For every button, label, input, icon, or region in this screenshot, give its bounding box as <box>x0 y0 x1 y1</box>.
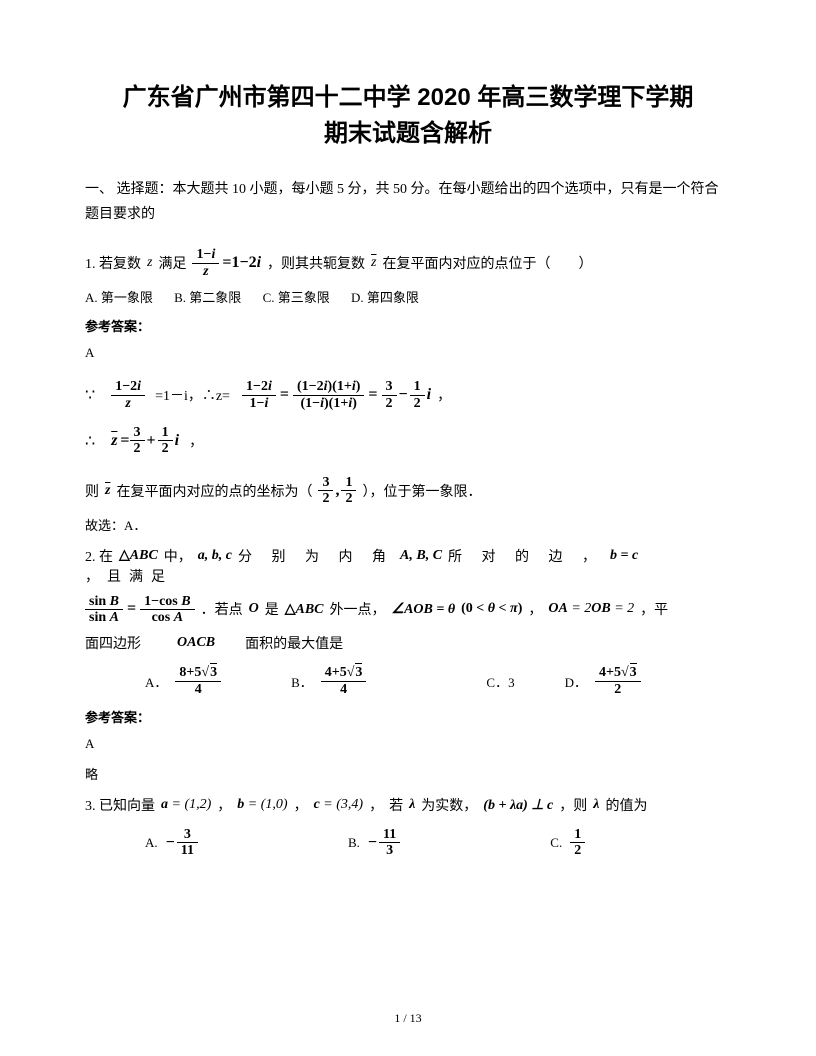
q2-text-6: ．若点 <box>201 599 243 619</box>
q1-sol-comma-1: ， <box>437 385 451 405</box>
q1-z: z <box>147 255 152 271</box>
q1-option-d: D. 第四象限 <box>351 290 419 305</box>
q2-triangle-abc: △ABC <box>119 547 158 564</box>
q3-opt-c-label: C. <box>550 835 562 851</box>
q2-opt-c: C．3 <box>486 672 514 691</box>
question-3: 3. 已知向量 a = (1,2) ， b = (1,0) ， c = (3,4… <box>85 795 731 815</box>
q2-opt-d-label: D． <box>565 672 587 691</box>
title-line-2: 期末试题含解析 <box>85 116 731 152</box>
q1-solution-line-2: ∴ z = 3 2 + 1 2 i ， <box>85 425 731 457</box>
therefore-symbol: ∴ <box>85 431 95 451</box>
q2-oa-ob: OA = 2OB = 2 <box>548 601 634 617</box>
q2-O: O <box>249 601 259 617</box>
q1-answer: A <box>85 345 731 361</box>
q2-opt-b-label: B． <box>291 672 313 691</box>
q2-text-7: 是 <box>265 599 279 619</box>
q2-text-11: 面积的最大值是 <box>245 633 343 653</box>
q1-option-a: A. 第一象限 <box>85 290 153 305</box>
q2-skip: 略 <box>85 764 731 783</box>
q1-text-3: ，则其共轭复数 <box>267 253 365 273</box>
q2-answer: A <box>85 736 731 752</box>
q1-text-2: 满足 <box>158 253 186 273</box>
question-1: 1. 若复数 z 满足 1−i z =1−2i ，则其共轭复数 z 在复平面内对… <box>85 247 731 279</box>
q1-option-c: C. 第三象限 <box>263 290 330 305</box>
q2-options: A． 8+5√3 4 B． 4+5√3 4 C．3 D． 4+5√3 2 <box>85 665 731 697</box>
q1-sol-coords: 3 2 , 1 2 <box>318 475 356 507</box>
q2-text-2: 中， <box>164 546 192 566</box>
q2-abc: a, b, c <box>198 548 232 564</box>
q2-text-8: 外一点， <box>330 599 386 619</box>
q1-sol-p3b: 在复平面内对应的点的坐标为（ <box>116 481 312 501</box>
q3-comma-2: ， <box>294 795 308 815</box>
q2-opt-d-val: 4+5√3 2 <box>595 665 641 697</box>
question-2-line-2: sin B sin A = 1−cos B cos A ．若点 O 是 △ABC… <box>85 594 731 626</box>
q1-equation: 1−i z =1−2i <box>192 247 261 279</box>
q3-text-3: 为实数， <box>421 795 477 815</box>
q1-sol-p3a: 则 <box>85 481 99 501</box>
q2-text-1: 2. 在 <box>85 546 113 566</box>
q1-text-4: 在复平面内对应的点位于（ ） <box>382 253 592 273</box>
q3-lambda: λ <box>409 797 415 813</box>
q2-text-9: ，平 <box>640 599 668 619</box>
q2-answer-label: 参考答案： <box>85 707 731 726</box>
question-2-line-3: 面四边形 OACB 面积的最大值是 <box>85 633 731 653</box>
q1-sol-eq-chain: 1−2i 1−i = (1−2i)(1+i) (1−i)(1+i) = 3 2 … <box>242 379 431 411</box>
q1-sol-comma-2: ， <box>189 431 203 451</box>
page-number: 1 / 13 <box>0 1011 816 1026</box>
title-line-1: 广东省广州市第四十二中学 2020 年高三数学理下学期 <box>85 80 731 116</box>
q1-text-1: 1. 若复数 <box>85 253 141 273</box>
q2-triangle-abc-2: △ABC <box>285 601 324 618</box>
q3-vec-a: a = (1,2) <box>161 797 211 813</box>
section-1-header: 一、 选择题：本大题共 10 小题，每小题 5 分，共 50 分。在每小题给出的… <box>85 177 731 227</box>
q2-text-10: 面四边形 <box>85 633 141 653</box>
q3-opt-a-label: A. <box>145 835 158 851</box>
q1-sol-text-1: =1－i，∴z= <box>155 385 230 405</box>
q1-options: A. 第一象限 B. 第二象限 C. 第三象限 D. 第四象限 <box>85 287 731 306</box>
q2-opt-b-val: 4+5√3 4 <box>321 665 367 697</box>
q2-ABC: A, B, C <box>400 548 442 564</box>
q3-text-5: 的值为 <box>605 795 647 815</box>
q3-vec-c: c = (3,4) <box>314 797 364 813</box>
q3-text-1: 3. 已知向量 <box>85 795 155 815</box>
q1-sol-zbar-eq: z = 3 2 + 1 2 i <box>111 425 179 457</box>
document-title: 广东省广州市第四十二中学 2020 年高三数学理下学期 期末试题含解析 <box>85 80 731 152</box>
q1-option-b: B. 第二象限 <box>174 290 241 305</box>
q2-text-4: 所 对 的 边 ， <box>448 546 604 566</box>
q1-sol-p3c: ），位于第一象限． <box>362 481 481 501</box>
because-symbol: ∵ <box>85 385 95 405</box>
q2-theta-range: (0 < θ < π) <box>461 601 522 617</box>
q2-trig-equation: sin B sin A = 1−cos B cos A <box>85 594 195 626</box>
q3-opt-a-val: − 3 11 <box>166 827 198 859</box>
q1-solution-line-1: ∵ 1−2i z =1－i，∴z= 1−2i 1−i = (1−2i)(1+i)… <box>85 379 731 411</box>
q3-perp: (b + λa) ⊥ c <box>483 797 553 814</box>
q2-text-5: ，且满足 <box>85 566 173 586</box>
q1-sol-zbar-2: z <box>105 483 110 499</box>
q2-bc: b = c <box>610 548 638 564</box>
q3-opt-b-label: B. <box>348 835 360 851</box>
q2-opt-a-label: A． <box>145 672 167 691</box>
q3-lambda-2: λ <box>593 797 599 813</box>
q3-vec-b: b = (1,0) <box>237 797 287 813</box>
q3-opt-c-val: 1 2 <box>570 827 585 859</box>
q1-solution-line-3: 则 z 在复平面内对应的点的坐标为（ 3 2 , 1 2 ），位于第一象限． <box>85 475 731 507</box>
q1-solution-line-4: 故选：A． <box>85 515 731 534</box>
q2-angle-aob: ∠AOB = θ <box>392 601 456 618</box>
q3-options: A. − 3 11 B. − 11 3 C. 1 2 <box>85 827 731 859</box>
q3-text-2: 若 <box>389 795 403 815</box>
q1-answer-label: 参考答案： <box>85 316 731 335</box>
q3-text-4: ，则 <box>559 795 587 815</box>
q2-oacb: OACB <box>177 635 215 651</box>
q1-sol-frac-1: 1−2i z <box>111 379 145 411</box>
q3-opt-b-val: − 11 3 <box>368 827 400 859</box>
q2-comma-1: ， <box>528 599 542 619</box>
q2-text-3: 分 别 为 内 角 <box>238 546 394 566</box>
q3-comma-3: ， <box>369 795 383 815</box>
q2-opt-a-val: 8+5√3 4 <box>175 665 221 697</box>
question-2-line-1: 2. 在 △ABC 中， a, b, c 分 别 为 内 角 A, B, C 所… <box>85 546 731 586</box>
q1-zbar: z <box>371 255 376 271</box>
q3-comma-1: ， <box>217 795 231 815</box>
